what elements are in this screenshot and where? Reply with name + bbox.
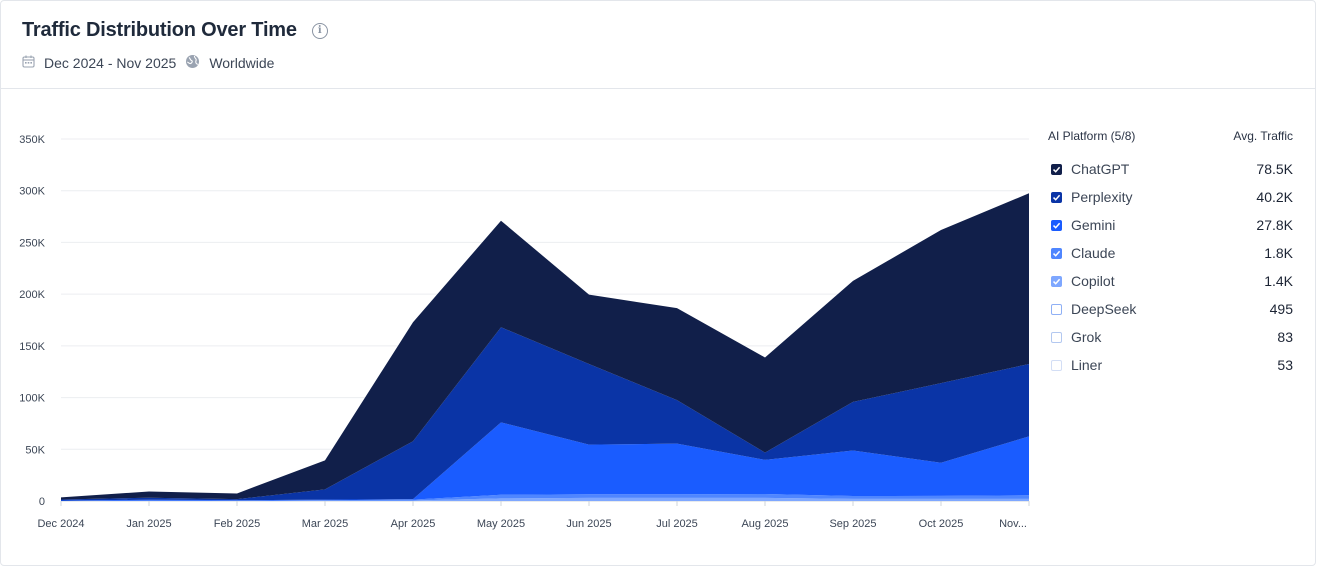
legend-label: ChatGPT — [1071, 161, 1130, 177]
y-tick-label: 100K — [19, 393, 45, 405]
legend-item-claude[interactable]: Claude 1.8K — [1048, 239, 1293, 267]
legend-value: 27.8K — [1256, 217, 1293, 233]
x-tick-label: Jul 2025 — [656, 518, 698, 530]
x-tick-label: Nov... — [999, 518, 1027, 530]
legend-item-perplexity[interactable]: Perplexity 40.2K — [1048, 183, 1293, 211]
series-area-gemini[interactable] — [61, 422, 1029, 501]
legend-item-grok[interactable]: Grok 83 — [1048, 323, 1293, 351]
stacked-area-chart: 0 50K 100K 150K 200K 250K 300K 350K Dec 2024 Jan … — [19, 134, 1030, 530]
y-tick-label: 50K — [25, 444, 45, 456]
date-range[interactable]: Dec 2024 - Nov 2025 — [44, 55, 177, 71]
checkbox-unchecked-icon[interactable] — [1051, 359, 1062, 371]
checkbox-unchecked-icon[interactable] — [1051, 303, 1062, 315]
header-divider — [1, 88, 1315, 89]
checkbox-checked-icon[interactable] — [1051, 219, 1062, 231]
legend-value: 53 — [1277, 357, 1293, 373]
calendar-icon — [22, 55, 35, 71]
chart-title: Traffic Distribution Over Time — [22, 19, 297, 41]
legend-item-liner[interactable]: Liner 53 — [1048, 351, 1293, 379]
x-tick-label: Jan 2025 — [126, 518, 171, 530]
legend-value: 1.4K — [1264, 273, 1293, 289]
legend-value: 83 — [1277, 329, 1293, 345]
legend-label: Claude — [1071, 245, 1116, 261]
legend-value: 495 — [1269, 301, 1293, 317]
legend-label: Copilot — [1071, 273, 1115, 289]
legend-label: DeepSeek — [1071, 301, 1137, 317]
x-tick-label: Mar 2025 — [302, 518, 348, 530]
x-tick-label: Feb 2025 — [214, 518, 260, 530]
legend-item-gemini[interactable]: Gemini 27.8K — [1048, 211, 1293, 239]
checkbox-checked-icon[interactable] — [1051, 275, 1062, 287]
checkbox-checked-icon[interactable] — [1051, 163, 1062, 175]
legend-label: Grok — [1071, 329, 1102, 345]
series-area-claude[interactable] — [61, 493, 1029, 501]
x-tick-label: Apr 2025 — [391, 518, 436, 530]
legend-label: Liner — [1071, 357, 1103, 373]
x-tick-label: Jun 2025 — [566, 518, 611, 530]
chart-area: 0 50K 100K 150K 200K 250K 300K 350K Dec 2024 Jan … — [1, 101, 1041, 541]
info-icon[interactable]: i — [311, 22, 328, 39]
series-area-chatgpt[interactable] — [61, 193, 1029, 500]
series-area-perplexity[interactable] — [61, 327, 1029, 501]
y-tick-label: 150K — [19, 341, 45, 353]
x-tick-label: Dec 2024 — [37, 518, 84, 530]
legend-value: 78.5K — [1256, 161, 1293, 177]
legend-label: Perplexity — [1071, 189, 1133, 205]
checkbox-checked-icon[interactable] — [1051, 247, 1062, 259]
legend-item-deepseek[interactable]: DeepSeek 495 — [1048, 295, 1293, 323]
x-tick-label: May 2025 — [477, 518, 525, 530]
legend-value: 40.2K — [1256, 189, 1293, 205]
y-tick-label: 300K — [19, 186, 45, 198]
globe-icon — [185, 54, 200, 72]
x-tick-label: Aug 2025 — [741, 518, 788, 530]
y-tick-label: 0 — [39, 496, 45, 508]
x-tick-label: Sep 2025 — [829, 518, 876, 530]
legend-item-copilot[interactable]: Copilot 1.4K — [1048, 267, 1293, 295]
y-tick-label: 250K — [19, 237, 45, 249]
region[interactable]: Worldwide — [209, 55, 275, 71]
x-tick-label: Oct 2025 — [919, 518, 964, 530]
y-tick-label: 200K — [19, 289, 45, 301]
legend-label: Gemini — [1071, 217, 1116, 233]
legend-value-heading: Avg. Traffic — [1233, 129, 1293, 143]
legend-value: 1.8K — [1264, 245, 1293, 261]
legend: AI Platform (5/8) Avg. Traffic ChatGPT 78… — [1048, 129, 1293, 379]
series-area-copilot[interactable] — [61, 497, 1029, 501]
checkbox-unchecked-icon[interactable] — [1051, 331, 1062, 343]
legend-item-chatgpt[interactable]: ChatGPT 78.5K — [1048, 155, 1293, 183]
checkbox-checked-icon[interactable] — [1051, 191, 1062, 203]
legend-heading: AI Platform (5/8) — [1048, 129, 1136, 143]
y-tick-label: 350K — [19, 134, 45, 146]
card-header: Traffic Distribution Over Time i Dec 202… — [22, 19, 1295, 79]
